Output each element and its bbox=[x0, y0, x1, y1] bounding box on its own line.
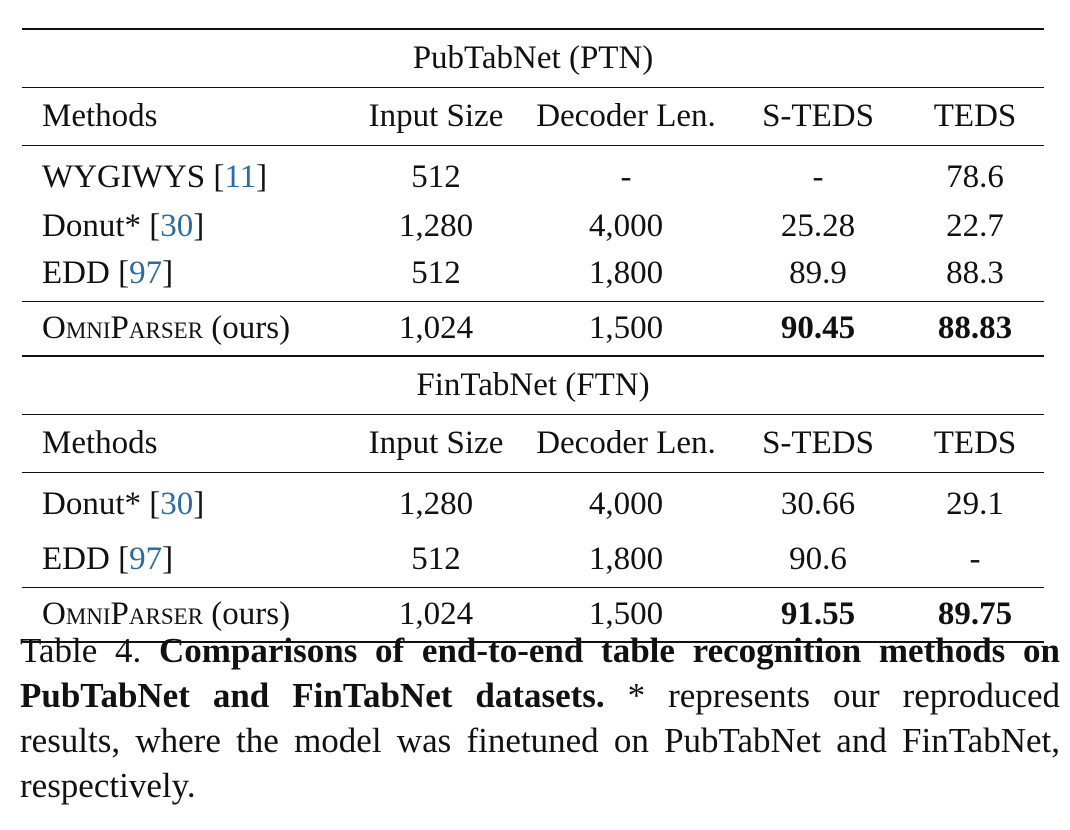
method-cell: EDD [97] bbox=[22, 247, 350, 302]
header-row: Methods Input Size Decoder Len. S-TEDS T… bbox=[22, 414, 1044, 473]
input-size-cell: 1,280 bbox=[350, 472, 522, 533]
col-header-teds: TEDS bbox=[906, 87, 1044, 146]
caption-title: Comparisons of end-to-end table recognit… bbox=[20, 631, 1060, 715]
col-header-input-size: Input Size bbox=[350, 87, 522, 146]
steds-cell: - bbox=[730, 145, 906, 206]
citation-link[interactable]: 11 bbox=[224, 158, 257, 195]
citation-bracket: ] bbox=[193, 208, 205, 244]
results-table-container: PubTabNet (PTN) Methods Input Size Decod… bbox=[22, 28, 1044, 643]
citation-bracket: ] bbox=[256, 158, 268, 195]
caption-body: * represents our reproduced results, whe… bbox=[20, 676, 1061, 805]
table-row: EDD [97] 512 1,800 89.9 88.3 bbox=[22, 247, 1044, 302]
steds-cell: 25.28 bbox=[780, 208, 856, 244]
decoder-len-cell: 1,800 bbox=[588, 254, 664, 291]
citation-bracket: ] bbox=[162, 540, 174, 577]
method-name: EDD [ bbox=[42, 540, 130, 577]
citation-link[interactable]: 30 bbox=[160, 208, 194, 244]
table-row: Donut* [30] 1,280 4,000 25.28 22.7 bbox=[22, 206, 1044, 247]
decoder-len-cell: - bbox=[522, 145, 730, 206]
caption-label: Table 4. bbox=[20, 631, 142, 670]
input-size-cell: 512 bbox=[350, 145, 522, 206]
method-cell: OmniParser (ours) bbox=[22, 587, 350, 643]
table-row-ours: OmniParser (ours) 1,024 1,500 90.45 88.8… bbox=[22, 301, 1044, 356]
input-size-cell: 1,024 bbox=[350, 301, 522, 356]
method-cell: OmniParser (ours) bbox=[22, 301, 350, 356]
citation-link[interactable]: 97 bbox=[129, 540, 163, 577]
input-size-cell: 512 bbox=[411, 254, 461, 291]
method-cell: WYGIWYS [11] bbox=[22, 145, 350, 206]
col-header-decoder-len: Decoder Len. bbox=[522, 414, 730, 473]
section-title: FinTabNet (FTN) bbox=[22, 355, 1044, 415]
steds-cell: 89.9 bbox=[789, 254, 847, 291]
steds-cell-best: 91.55 bbox=[730, 587, 906, 643]
table-row: Donut* [30] 1,280 4,000 30.66 29.1 bbox=[22, 472, 1044, 533]
method-cell: Donut* [30] bbox=[22, 206, 350, 247]
steds-cell-best: 90.45 bbox=[730, 301, 906, 356]
results-table: PubTabNet (PTN) Methods Input Size Decod… bbox=[22, 28, 1044, 643]
citation-bracket: ] bbox=[162, 254, 174, 291]
col-header-methods: Methods bbox=[22, 414, 350, 473]
method-name: Donut* [ bbox=[42, 485, 161, 522]
col-header-methods: Methods bbox=[22, 87, 350, 146]
method-cell: Donut* [30] bbox=[22, 472, 350, 533]
teds-cell-best: 89.75 bbox=[906, 587, 1044, 643]
steds-cell: 90.6 bbox=[789, 540, 847, 577]
teds-cell: 29.1 bbox=[906, 472, 1044, 533]
table-row-ours: OmniParser (ours) 1,024 1,500 91.55 89.7… bbox=[22, 587, 1044, 643]
citation-link[interactable]: 97 bbox=[129, 254, 163, 291]
section-title-row: PubTabNet (PTN) bbox=[22, 28, 1044, 88]
col-header-teds: TEDS bbox=[906, 414, 1044, 473]
col-header-steds: S-TEDS bbox=[730, 414, 906, 473]
section-title-row: FinTabNet (FTN) bbox=[22, 355, 1044, 415]
teds-cell: 78.6 bbox=[906, 145, 1044, 206]
table-row: WYGIWYS [11] 512 - - 78.6 bbox=[22, 145, 1044, 206]
citation-link[interactable]: 30 bbox=[160, 485, 194, 522]
header-row: Methods Input Size Decoder Len. S-TEDS T… bbox=[22, 87, 1044, 146]
decoder-len-cell: 1,500 bbox=[522, 301, 730, 356]
col-header-decoder-len: Decoder Len. bbox=[522, 87, 730, 146]
method-suffix: (ours) bbox=[203, 596, 291, 632]
method-suffix: (ours) bbox=[203, 310, 291, 346]
table-caption: Table 4. Comparisons of end-to-end table… bbox=[20, 628, 1060, 808]
method-name: WYGIWYS [ bbox=[42, 158, 225, 195]
col-header-input-size: Input Size bbox=[350, 414, 522, 473]
method-name: OmniParser bbox=[42, 596, 204, 632]
method-name: EDD [ bbox=[42, 254, 130, 291]
decoder-len-cell: 4,000 bbox=[588, 208, 664, 244]
input-size-cell: 512 bbox=[411, 540, 461, 577]
input-size-cell: 1,024 bbox=[350, 587, 522, 643]
decoder-len-cell: 4,000 bbox=[522, 472, 730, 533]
decoder-len-cell: 1,500 bbox=[522, 587, 730, 643]
method-name: Donut* [ bbox=[42, 208, 161, 244]
steds-cell: 30.66 bbox=[730, 472, 906, 533]
teds-cell-best: 88.83 bbox=[906, 301, 1044, 356]
decoder-len-cell: 1,800 bbox=[588, 540, 664, 577]
teds-cell: 22.7 bbox=[946, 208, 1004, 244]
method-cell: EDD [97] bbox=[22, 533, 350, 588]
citation-bracket: ] bbox=[193, 485, 205, 522]
input-size-cell: 1,280 bbox=[398, 208, 474, 244]
teds-cell: 88.3 bbox=[946, 254, 1004, 291]
table-row: EDD [97] 512 1,800 90.6 - bbox=[22, 533, 1044, 588]
section-title: PubTabNet (PTN) bbox=[22, 28, 1044, 88]
col-header-steds: S-TEDS bbox=[730, 87, 906, 146]
teds-cell: - bbox=[969, 540, 981, 577]
method-name: OmniParser bbox=[42, 310, 204, 346]
